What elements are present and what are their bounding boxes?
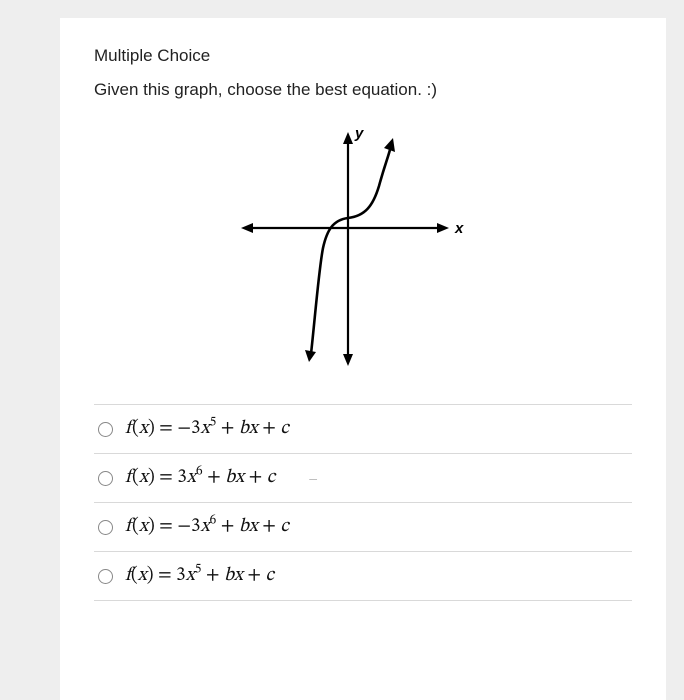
answer-option-3[interactable]: f (x) = −3x6 + bx + c <box>94 503 632 552</box>
curve-arrow-up-icon <box>384 138 395 152</box>
dash-mark-icon: – <box>309 470 317 486</box>
x-axis-arrow-left-icon <box>241 223 253 233</box>
equation-text: f (x) = −3x6 + bx + c <box>125 515 289 539</box>
question-type-heading: Multiple Choice <box>94 46 632 66</box>
polynomial-curve <box>311 146 391 354</box>
answer-options-list: f (x) = −3x5 + bx + c f (x) = 3x6 + bx +… <box>94 404 632 601</box>
radio-icon <box>98 569 113 584</box>
equation-text: f (x) = −3x5 + bx + c <box>125 417 289 441</box>
question-prompt: Given this graph, choose the best equati… <box>94 80 632 100</box>
graph-container: y x <box>94 118 632 378</box>
answer-option-2[interactable]: f (x) = 3x6 + bx + c – <box>94 454 632 503</box>
x-axis-arrow-right-icon <box>437 223 449 233</box>
answer-option-1[interactable]: f (x) = −3x5 + bx + c <box>94 405 632 454</box>
answer-option-4[interactable]: f(x) = 3x5 + bx + c <box>94 552 632 601</box>
equation-text: f(x) = 3x5 + bx + c <box>125 564 274 588</box>
polynomial-graph: y x <box>233 118 493 378</box>
y-axis-arrow-down-icon <box>343 354 353 366</box>
curve-arrow-down-icon <box>305 350 316 362</box>
x-axis-label: x <box>454 220 464 237</box>
question-card: Multiple Choice Given this graph, choose… <box>60 18 666 700</box>
equation-text: f (x) = 3x6 + bx + c <box>125 466 275 490</box>
y-axis-label: y <box>354 125 364 142</box>
radio-icon <box>98 471 113 486</box>
radio-icon <box>98 520 113 535</box>
radio-icon <box>98 422 113 437</box>
y-axis-arrow-up-icon <box>343 132 353 144</box>
